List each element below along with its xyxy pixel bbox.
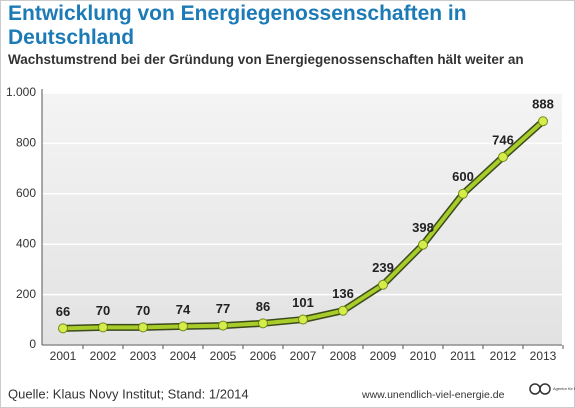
value-label: 101 <box>292 295 314 310</box>
x-tick-label: 2003 <box>130 349 157 363</box>
y-tick-label: 0 <box>29 337 36 351</box>
x-tick-label: 2002 <box>90 349 117 363</box>
point <box>458 188 468 199</box>
value-label: 136 <box>332 286 354 301</box>
value-label: 77 <box>216 301 230 316</box>
x-tick-label: 2007 <box>290 349 317 363</box>
y-tick-label: 1.000 <box>6 85 36 99</box>
logo-icon <box>529 383 541 395</box>
chart-title: Entwicklung von Energiegenossenschaften … <box>8 2 467 49</box>
plot-area <box>42 93 562 345</box>
point <box>138 322 148 333</box>
source: Quelle: Klaus Novy Institut; Stand: 1/20… <box>8 386 249 401</box>
x-tick-label: 2008 <box>330 349 357 363</box>
x-tick-label: 2010 <box>410 349 437 363</box>
x-tick-label: 2013 <box>530 349 557 363</box>
x-tick-label: 2009 <box>370 349 397 363</box>
x-tick-label: 2012 <box>490 349 517 363</box>
y-tick-label: 600 <box>16 186 36 200</box>
x-tick-label: 2006 <box>250 349 277 363</box>
point <box>298 314 308 325</box>
point <box>98 322 108 333</box>
point <box>58 323 68 334</box>
point <box>498 152 508 163</box>
point <box>258 318 268 329</box>
y-tick-label: 800 <box>16 136 36 150</box>
value-label: 239 <box>372 260 394 275</box>
value-label: 398 <box>412 220 434 235</box>
value-label: 70 <box>136 303 150 318</box>
point <box>418 239 428 250</box>
logo-text: Agentur für Erneuerbare Energien <box>553 386 575 391</box>
website: www.unendlich-viel-energie.de <box>361 389 505 401</box>
y-tick-label: 400 <box>16 236 36 250</box>
point <box>538 116 548 127</box>
chart-subtitle: Wachstumstrend bei der Gründung von Ener… <box>8 52 524 67</box>
value-label: 86 <box>256 299 270 314</box>
x-tick-label: 2004 <box>170 349 197 363</box>
x-tick-label: 2011 <box>450 349 476 363</box>
point <box>218 320 228 331</box>
value-label: 74 <box>176 302 191 317</box>
y-tick-label: 200 <box>16 287 36 301</box>
point <box>338 305 348 316</box>
point <box>378 279 388 290</box>
value-label: 746 <box>492 132 514 147</box>
point <box>178 321 188 332</box>
value-label: 888 <box>532 97 554 112</box>
value-label: 600 <box>452 169 474 184</box>
x-tick-label: 2001 <box>50 349 77 363</box>
value-label: 66 <box>56 304 70 319</box>
value-label: 70 <box>96 303 110 318</box>
x-tick-label: 2005 <box>210 349 237 363</box>
logo-icon <box>539 383 551 395</box>
